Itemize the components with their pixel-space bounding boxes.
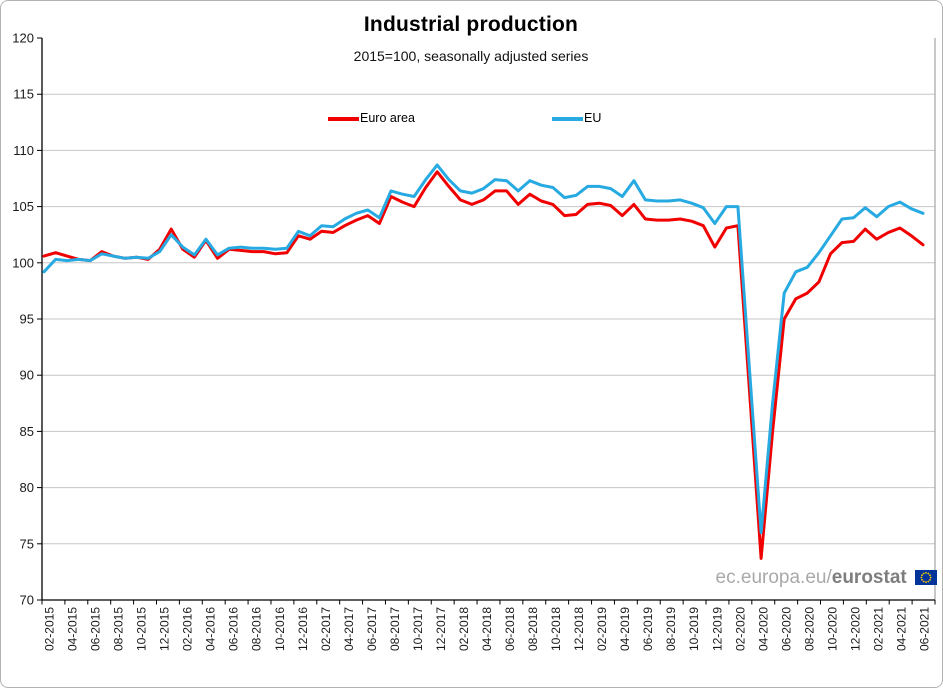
watermark-brand: eurostat (831, 567, 907, 588)
euro-area-line-swatch (328, 117, 359, 121)
svg-text:95: 95 (20, 312, 34, 327)
svg-text:12-2017: 12-2017 (434, 607, 448, 651)
svg-text:12-2020: 12-2020 (848, 607, 862, 651)
svg-text:10-2018: 10-2018 (549, 607, 563, 651)
svg-text:12-2016: 12-2016 (296, 607, 310, 651)
svg-text:80: 80 (20, 480, 34, 495)
watermark: ec.europa.eu/eurostat (621, 567, 937, 589)
legend-label-eu: EU (584, 111, 602, 125)
svg-text:04-2017: 04-2017 (342, 607, 356, 651)
svg-text:06-2020: 06-2020 (779, 607, 793, 651)
legend-label-euro-area: Euro area (360, 111, 415, 125)
svg-text:04-2015: 04-2015 (66, 607, 80, 651)
svg-text:06-2017: 06-2017 (365, 607, 379, 651)
svg-text:04-2021: 04-2021 (894, 607, 908, 651)
svg-text:08-2019: 08-2019 (664, 607, 678, 651)
svg-text:105: 105 (12, 199, 34, 214)
euro-area-series-line (42, 170, 925, 560)
svg-text:12-2018: 12-2018 (572, 607, 586, 651)
svg-text:10-2020: 10-2020 (825, 607, 839, 651)
svg-text:12-2019: 12-2019 (710, 607, 724, 651)
svg-text:85: 85 (20, 424, 34, 439)
svg-text:02-2019: 02-2019 (595, 607, 609, 651)
svg-text:110: 110 (13, 143, 34, 158)
svg-text:10-2017: 10-2017 (411, 607, 425, 651)
svg-text:08-2020: 08-2020 (802, 607, 816, 651)
eu-series-line (42, 163, 925, 535)
svg-text:04-2020: 04-2020 (756, 607, 770, 651)
svg-text:115: 115 (13, 87, 34, 102)
svg-text:120: 120 (12, 31, 34, 46)
svg-text:10-2016: 10-2016 (273, 607, 287, 651)
svg-text:08-2015: 08-2015 (112, 607, 126, 651)
svg-text:10-2019: 10-2019 (687, 607, 701, 651)
svg-text:02-2015: 02-2015 (43, 607, 57, 651)
svg-text:02-2017: 02-2017 (319, 607, 333, 651)
svg-text:02-2018: 02-2018 (457, 607, 471, 651)
eu-line-swatch (552, 117, 583, 121)
svg-text:12-2015: 12-2015 (158, 607, 172, 651)
svg-text:08-2017: 08-2017 (388, 607, 402, 651)
y-axis-labels: 70 75 80 85 90 95 100 105 110 115 120 (12, 31, 34, 608)
svg-text:70: 70 (20, 593, 34, 608)
svg-text:08-2018: 08-2018 (526, 607, 540, 651)
svg-text:04-2016: 04-2016 (204, 607, 218, 651)
svg-text:06-2021: 06-2021 (918, 607, 932, 651)
svg-text:02-2021: 02-2021 (871, 607, 885, 651)
svg-text:06-2018: 06-2018 (503, 607, 517, 651)
svg-text:08-2016: 08-2016 (250, 607, 264, 651)
svg-text:06-2016: 06-2016 (227, 607, 241, 651)
svg-text:90: 90 (20, 368, 34, 383)
eu-flag-icon (915, 570, 937, 585)
svg-text:06-2019: 06-2019 (641, 607, 655, 651)
chart-subtitle: 2015=100, seasonally adjusted series (353, 48, 589, 64)
y-axis-ticks (37, 37, 42, 601)
x-axis-ticks (41, 600, 936, 605)
svg-text:06-2015: 06-2015 (89, 607, 103, 651)
watermark-prefix: ec.europa.eu/ (715, 567, 832, 588)
x-axis-labels: 02-2015 04-2015 06-2015 08-2015 10-2015 12-20… (43, 607, 932, 651)
series (42, 163, 925, 560)
svg-text:100: 100 (12, 255, 34, 270)
svg-text:75: 75 (20, 536, 34, 551)
svg-text:04-2019: 04-2019 (618, 607, 632, 651)
svg-text:10-2015: 10-2015 (135, 607, 149, 651)
gridlines (42, 93, 935, 545)
svg-text:04-2018: 04-2018 (480, 607, 494, 651)
svg-text:02-2016: 02-2016 (181, 607, 195, 651)
svg-text:02-2020: 02-2020 (733, 607, 747, 651)
chart-title: Industrial production (363, 13, 579, 36)
